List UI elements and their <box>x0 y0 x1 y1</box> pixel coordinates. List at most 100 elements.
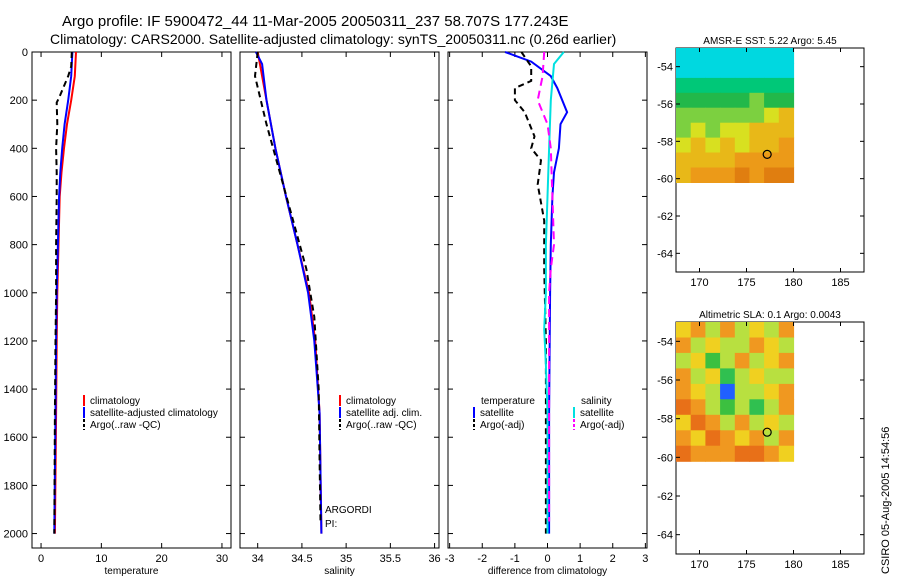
sla_map-cell <box>764 399 780 416</box>
difference-xtick-label: -2 <box>477 553 487 565</box>
salinity-frame <box>239 51 440 549</box>
salinity-legend-label: satellite adj. clim. <box>346 408 422 419</box>
sla_map-cell <box>705 322 721 339</box>
temperature-ytick-label: 400 <box>10 143 28 155</box>
sla_map-float-marker <box>762 427 772 437</box>
sst_map-cell <box>690 92 706 109</box>
sst_map-cell <box>720 137 736 154</box>
sla_map-cell <box>720 322 736 339</box>
sla_map-cell <box>764 368 780 385</box>
temperature-series-argo-raw-qc- <box>53 51 73 534</box>
difference-panel: -3 -2 -1 0 1 2 3 difference from climatology tem… <box>445 51 648 577</box>
sst_map-cell <box>749 92 765 109</box>
salinity-annotation-pi: PI: <box>325 519 337 530</box>
sst_map-ytick-label: -64 <box>657 248 673 260</box>
sla_map-cell <box>764 383 780 400</box>
temperature-panel: 0 10 20 30 0 200 400 600 800 1000 1200 1400 1600 1800… <box>4 47 232 577</box>
sla_map-cell <box>720 445 736 462</box>
sst_map-cell <box>734 107 751 124</box>
sst_map-cell <box>705 152 721 168</box>
sst_map-float-marker <box>762 149 772 159</box>
sla_map-cell <box>720 337 736 354</box>
sst_map-cell <box>749 137 765 154</box>
sst_map-cell <box>778 48 795 64</box>
sst_map-cell <box>705 92 721 109</box>
temperature-ytick-label: 800 <box>10 240 28 252</box>
sla_map-cell <box>676 414 692 431</box>
sst_map-cell <box>764 48 780 64</box>
sla_map-cell <box>676 430 692 447</box>
sla_map-ytick-label: -64 <box>657 530 673 542</box>
temperature-ytick-label: 2000 <box>4 529 28 541</box>
sst_map-cell <box>734 77 751 94</box>
sla_map-cell <box>734 368 751 385</box>
temperature-xlabel: temperature <box>105 566 159 577</box>
sla_map-cell <box>778 414 795 431</box>
sst_map-cell <box>690 137 706 154</box>
difference-series-salinity-argo-adj- <box>536 51 556 522</box>
sla_map-cell <box>764 352 780 369</box>
sst_map-cell <box>676 107 692 124</box>
sst_map-cell <box>778 152 795 168</box>
sst_map-cell <box>734 152 751 168</box>
sla_map-cell <box>734 352 751 369</box>
sla_map-ytick-label: -60 <box>657 452 673 464</box>
difference-legend-label: Argo(-adj) <box>480 420 524 431</box>
sla_map-ytick-label: -54 <box>657 336 673 348</box>
sla_map-cell <box>749 352 765 369</box>
difference-legend-label: Argo(-adj) <box>580 420 624 431</box>
sst_map-cell <box>720 167 736 183</box>
sst_map-cell <box>720 48 736 64</box>
sst_map-cell <box>734 137 751 154</box>
sla_map-cell <box>764 430 780 447</box>
sst_map-cell <box>676 122 692 139</box>
sla_map-xtick-label: 170 <box>690 559 708 571</box>
sla_map-ytick-label: -58 <box>657 414 673 426</box>
difference-xtick-label: 3 <box>642 553 648 565</box>
sst_map-ytick-label: -60 <box>657 174 673 186</box>
sla_map-cell <box>690 383 706 400</box>
sla_map-cell <box>734 337 751 354</box>
sst_map-ytick-label: -58 <box>657 136 673 148</box>
sla_map-cell <box>676 399 692 416</box>
sst_map-cell <box>690 107 706 124</box>
sst_map-cell <box>705 48 721 64</box>
difference-legend-title-salinity: salinity <box>581 396 612 407</box>
figure-title-line1: Argo profile: IF 5900472_44 11-Mar-2005 … <box>62 13 569 30</box>
sla_map-cell <box>705 352 721 369</box>
sla_map-cell <box>778 352 795 369</box>
sst_map-cell <box>676 77 692 94</box>
creation-stamp: CSIRO 05-Aug-2005 14:54:56 <box>880 427 892 574</box>
sst_map-cell <box>720 92 736 109</box>
sst_map-cell <box>749 77 765 94</box>
difference-xtick-label: 0 <box>544 553 550 565</box>
difference-xtick-label: -1 <box>510 553 520 565</box>
sst_map-cell <box>778 92 795 109</box>
sst_map-cell <box>749 48 765 64</box>
sla_map-cell <box>705 445 721 462</box>
difference-legend-label: satellite <box>580 408 614 419</box>
sla_map-cell <box>720 414 736 431</box>
sla_map-cell <box>690 445 706 462</box>
sst_map-cell <box>749 107 765 124</box>
sst_map-cell <box>676 92 692 109</box>
temperature-legend-label: Argo(..raw -QC) <box>90 420 161 431</box>
sla_map-cell <box>749 322 765 339</box>
salinity-xtick-label: 35.5 <box>380 553 401 565</box>
sla_map-cell <box>764 414 780 431</box>
sst_map-cell <box>720 62 736 79</box>
temperature-xtick-label: 20 <box>156 553 168 565</box>
sst_map-cell <box>764 77 780 94</box>
sst_map-cell <box>749 152 765 168</box>
sst_map-cell <box>705 137 721 154</box>
sst_map-xtick-label: 175 <box>737 277 755 289</box>
salinity-xlabel: salinity <box>324 566 355 577</box>
sla_map-title: Altimetric SLA: 0.1 Argo: 0.0043 <box>699 310 841 321</box>
sla_map-panel: 170 175 180 185 -54 -56 -58 -60 -62 -64 Altimetric… <box>657 310 865 571</box>
difference-legend-title-temperature: temperature <box>481 396 535 407</box>
sla_map-cell <box>676 368 692 385</box>
salinity-annotation-ref: ARGORDI <box>325 505 372 516</box>
salinity-series-argo-raw-qc- <box>253 51 322 522</box>
temperature-ytick-label: 1000 <box>4 288 28 300</box>
